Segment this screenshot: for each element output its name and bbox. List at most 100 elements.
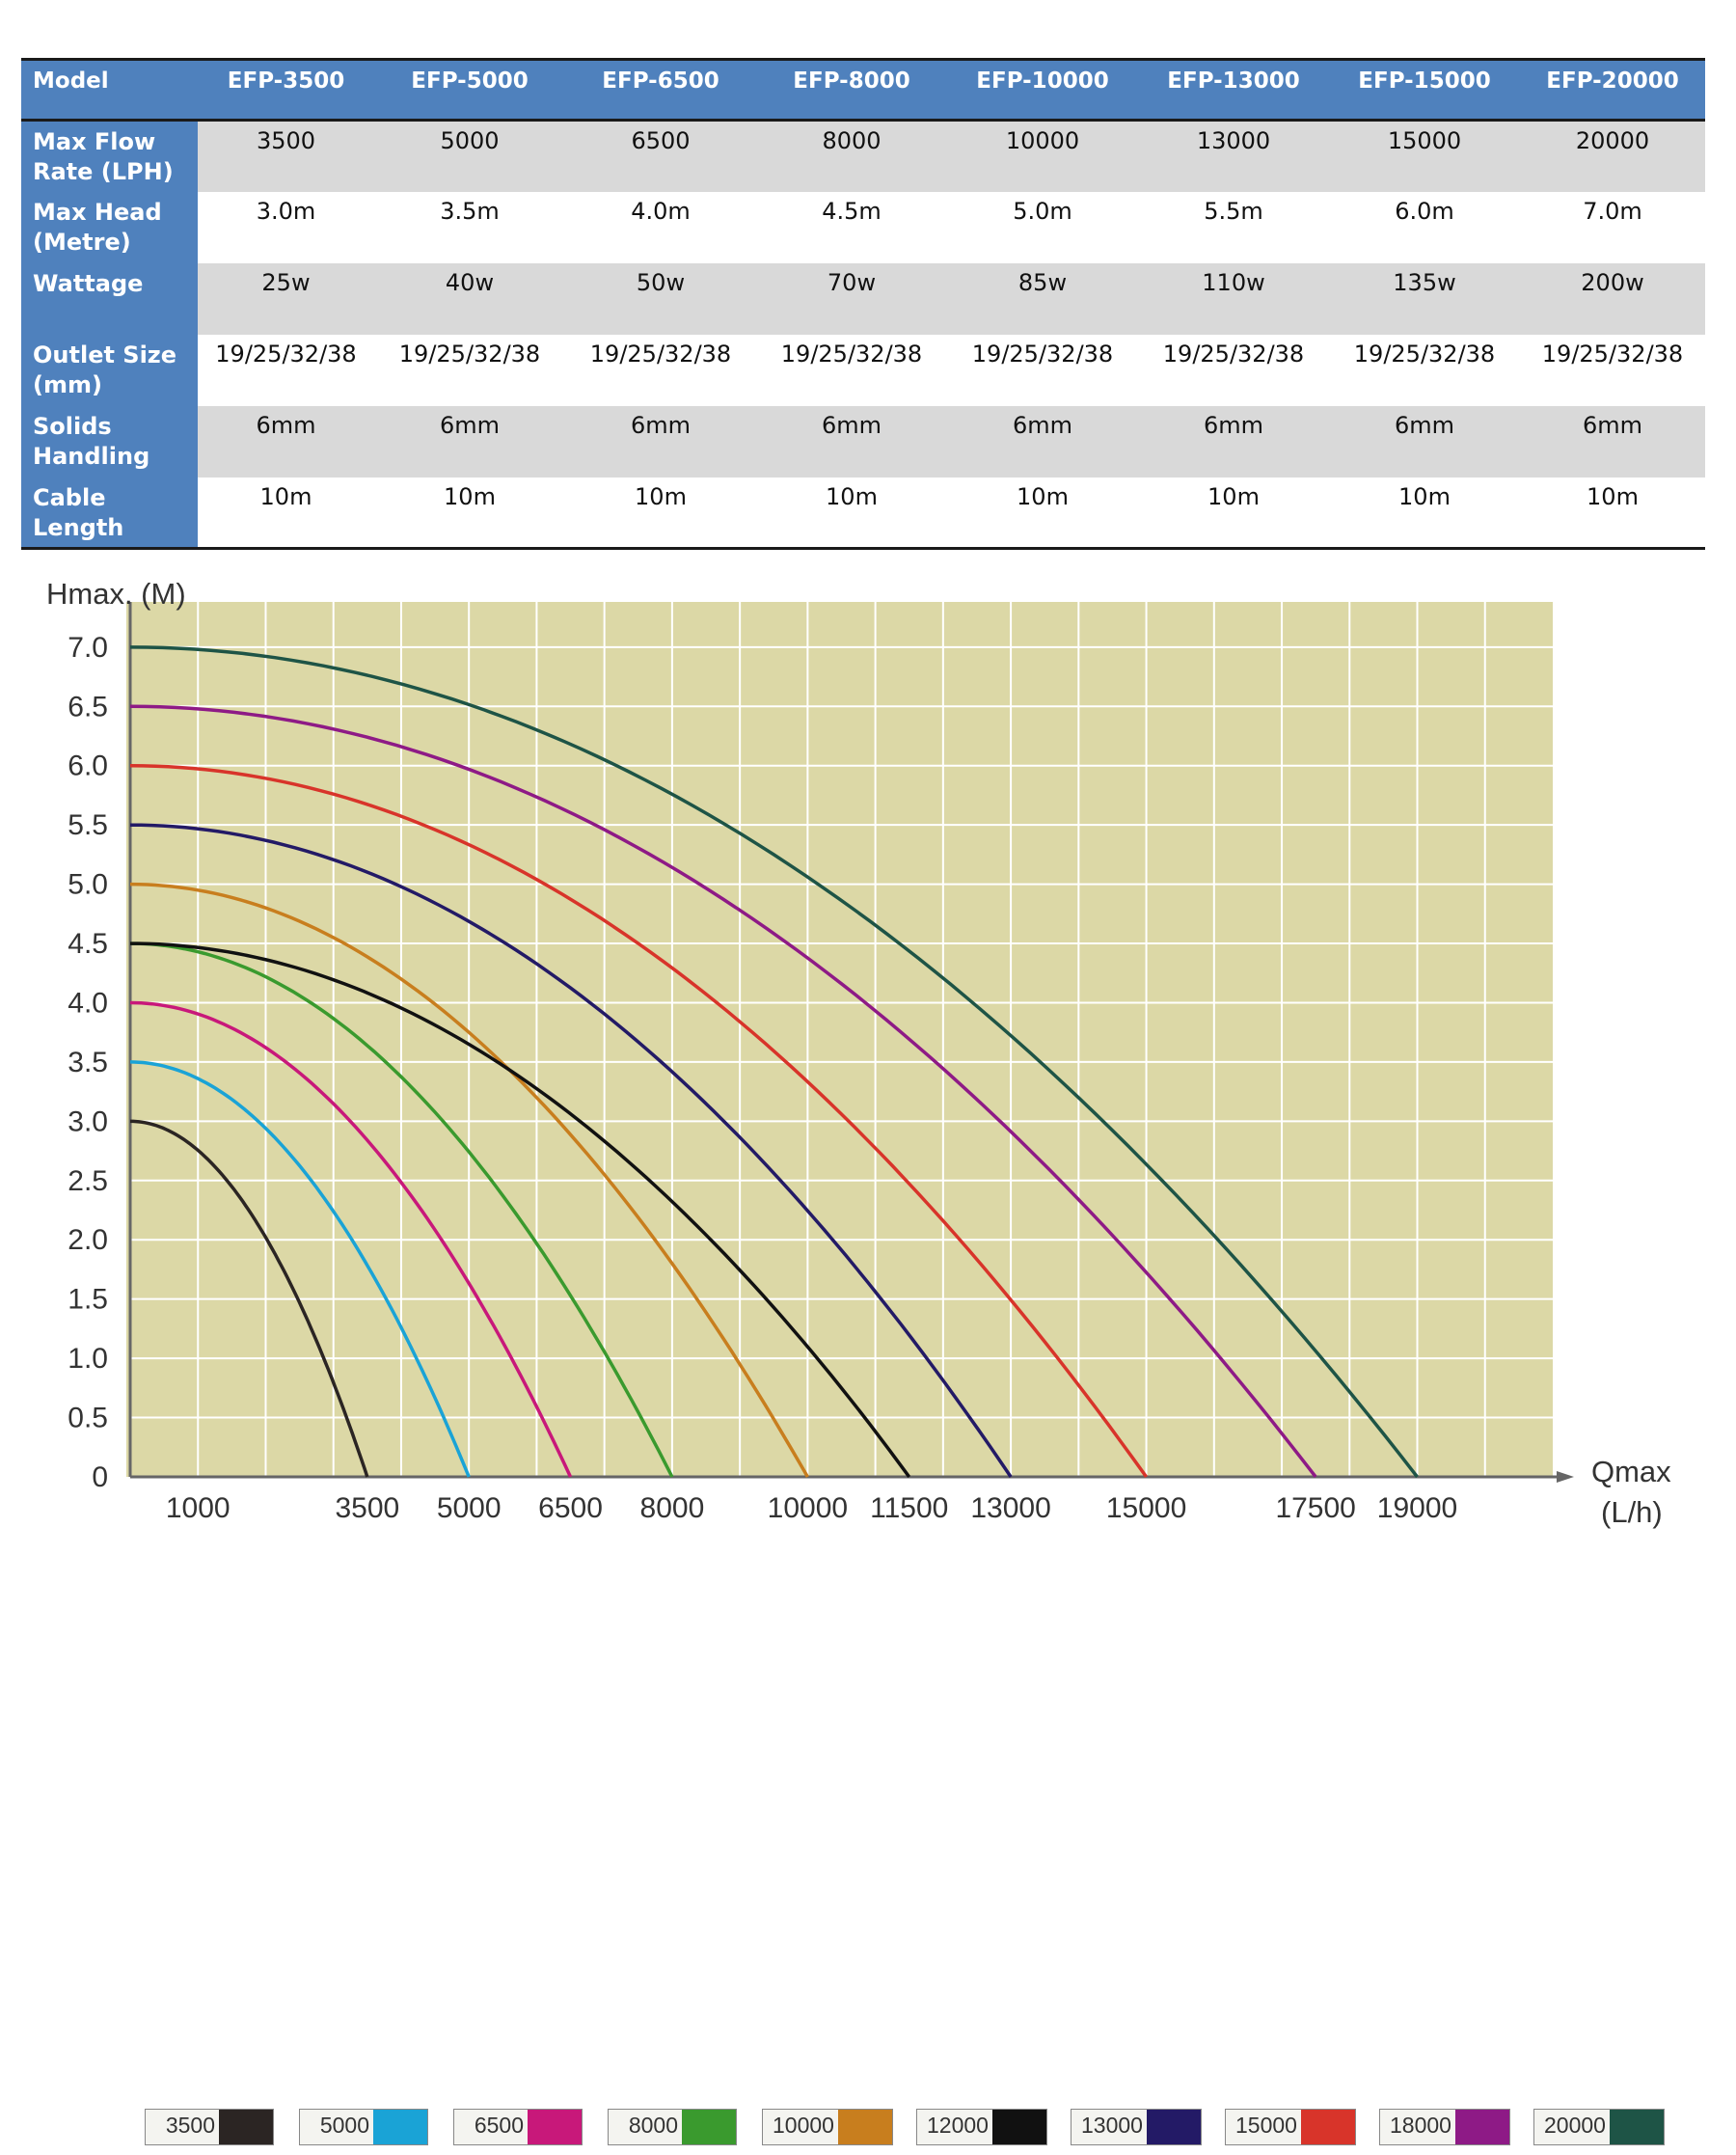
table-cell: 6mm — [374, 405, 565, 477]
table-row: Solids Handling 6mm 6mm 6mm 6mm 6mm 6mm … — [21, 405, 1705, 477]
table-row: Outlet Size (mm) 19/25/32/38 19/25/32/38… — [21, 334, 1705, 406]
series-line-18000 — [129, 704, 1317, 1479]
axes — [128, 602, 1574, 1483]
table-cell: 10m — [947, 477, 1138, 550]
y-tick-label: 5.0 — [68, 869, 108, 901]
table-row: Cable Length 10m 10m 10m 10m 10m 10m 10m… — [21, 477, 1705, 550]
table-cell: 200w — [1520, 262, 1705, 335]
legend-swatch — [837, 2110, 892, 2144]
row-label: Outlet Size (mm) — [21, 334, 198, 406]
table-row: Max Head (Metre) 3.0m 3.5m 4.0m 4.5m 5.0… — [21, 191, 1705, 263]
model-header: EFP-15000 — [1329, 58, 1520, 122]
y-tick-label: 6.0 — [68, 750, 108, 782]
y-tick-label: 7.0 — [68, 632, 108, 664]
legend-item-6500: 6500 — [453, 2109, 583, 2145]
y-tick-label: 5.5 — [68, 809, 108, 841]
table-cell: 15000 — [1329, 120, 1520, 192]
spec-table: Model EFP-3500 EFP-5000 EFP-6500 EFP-800… — [21, 58, 1705, 550]
y-axis-label: Hmax. (M) — [46, 577, 186, 611]
table-cell: 6mm — [1138, 405, 1329, 477]
legend-swatch — [1454, 2110, 1509, 2144]
legend-item-15000: 15000 — [1225, 2109, 1356, 2145]
table-cell: 10m — [756, 477, 947, 550]
legend-label: 15000 — [1235, 2113, 1297, 2138]
table-cell: 5.0m — [947, 191, 1138, 263]
row-label: Max Flow Rate (LPH) — [21, 120, 198, 192]
y-tick-label: 2.5 — [68, 1165, 108, 1197]
table-cell: 4.0m — [565, 191, 756, 263]
table-cell: 19/25/32/38 — [1520, 334, 1705, 406]
table-cell: 6.0m — [1329, 191, 1520, 263]
y-tick-label: 1.5 — [68, 1284, 108, 1316]
legend-swatch — [682, 2110, 736, 2144]
table-cell: 5000 — [374, 120, 565, 192]
series-line-10000 — [129, 882, 809, 1478]
table-cell: 3500 — [198, 120, 374, 192]
x-tick-label: 13000 — [970, 1492, 1050, 1524]
y-tick-label: 4.0 — [68, 987, 108, 1019]
legend-item-13000: 13000 — [1071, 2109, 1202, 2145]
legend-item-12000: 12000 — [916, 2109, 1047, 2145]
model-header: EFP-10000 — [947, 58, 1138, 122]
tick-labels: 0 0.5 1.0 1.5 2.0 2.5 3.0 3.5 4.0 4.5 5.0 5.5 6.0 6.5… — [68, 632, 1457, 1524]
x-tick-label: 6500 — [538, 1492, 603, 1524]
y-tick-label: 0 — [92, 1461, 108, 1493]
table-cell: 25w — [198, 262, 374, 335]
row-label: Solids Handling — [21, 405, 198, 477]
legend-label: 5000 — [319, 2113, 369, 2138]
legend-item-3500: 3500 — [145, 2109, 274, 2145]
x-tick-label: 15000 — [1106, 1492, 1186, 1524]
table-cell: 19/25/32/38 — [198, 334, 374, 406]
x-tick-label: 3500 — [335, 1492, 399, 1524]
row-label: Max Head (Metre) — [21, 191, 198, 263]
table-cell: 70w — [756, 262, 947, 335]
table-cell: 19/25/32/38 — [1329, 334, 1520, 406]
curves — [129, 645, 1419, 1479]
legend-swatch — [1300, 2110, 1355, 2144]
x-tick-label: 10000 — [768, 1492, 848, 1524]
legend-label: 3500 — [165, 2113, 215, 2138]
table-cell: 40w — [374, 262, 565, 335]
grid — [130, 602, 1553, 1477]
plot-background — [126, 602, 1553, 1477]
table-cell: 6mm — [565, 405, 756, 477]
table-cell: 3.0m — [198, 191, 374, 263]
table-row: Wattage 25w 40w 50w 70w 85w 110w 135w 20… — [21, 262, 1705, 335]
table-cell: 6mm — [756, 405, 947, 477]
x-tick-label: 1000 — [166, 1492, 231, 1524]
table-cell: 6500 — [565, 120, 756, 192]
legend-swatch — [219, 2110, 273, 2144]
table-cell: 6mm — [198, 405, 374, 477]
table-cell: 13000 — [1138, 120, 1329, 192]
corner-label: Model — [21, 58, 198, 122]
legend-swatch — [373, 2110, 427, 2144]
table-cell: 7.0m — [1520, 191, 1705, 263]
legend-label: 13000 — [1081, 2113, 1143, 2138]
model-header: EFP-6500 — [565, 58, 756, 122]
legend-swatch — [528, 2110, 582, 2144]
y-tick-label: 2.0 — [68, 1224, 108, 1256]
series-line-12000 — [130, 941, 911, 1479]
x-tick-label: 17500 — [1275, 1492, 1355, 1524]
table-cell: 6mm — [1520, 405, 1705, 477]
row-label: Cable Length — [21, 477, 198, 550]
table-cell: 8000 — [756, 120, 947, 192]
chart-svg: 0 0.5 1.0 1.5 2.0 2.5 3.0 3.5 4.0 4.5 5.0 5.5 6.0 6.5… — [46, 577, 1671, 1529]
table-cell: 19/25/32/38 — [374, 334, 565, 406]
table-cell: 20000 — [1520, 120, 1705, 192]
series-line-5000 — [129, 1060, 471, 1478]
x-tick-label: 19000 — [1377, 1492, 1457, 1524]
table-cell: 10m — [374, 477, 565, 550]
model-header: EFP-3500 — [198, 58, 374, 122]
table-cell: 4.5m — [756, 191, 947, 263]
table-cell: 10m — [565, 477, 756, 550]
legend-item-5000: 5000 — [299, 2109, 428, 2145]
pump-curve-chart: 0 0.5 1.0 1.5 2.0 2.5 3.0 3.5 4.0 4.5 5.0 5.5 6.0 6.5… — [0, 556, 1736, 2145]
legend-item-18000: 18000 — [1379, 2109, 1510, 2145]
series-line-6500 — [129, 1000, 573, 1478]
model-header: EFP-5000 — [374, 58, 565, 122]
y-tick-label: 3.0 — [68, 1105, 108, 1137]
table-cell: 50w — [565, 262, 756, 335]
table-cell: 19/25/32/38 — [756, 334, 947, 406]
table-cell: 10m — [198, 477, 374, 550]
